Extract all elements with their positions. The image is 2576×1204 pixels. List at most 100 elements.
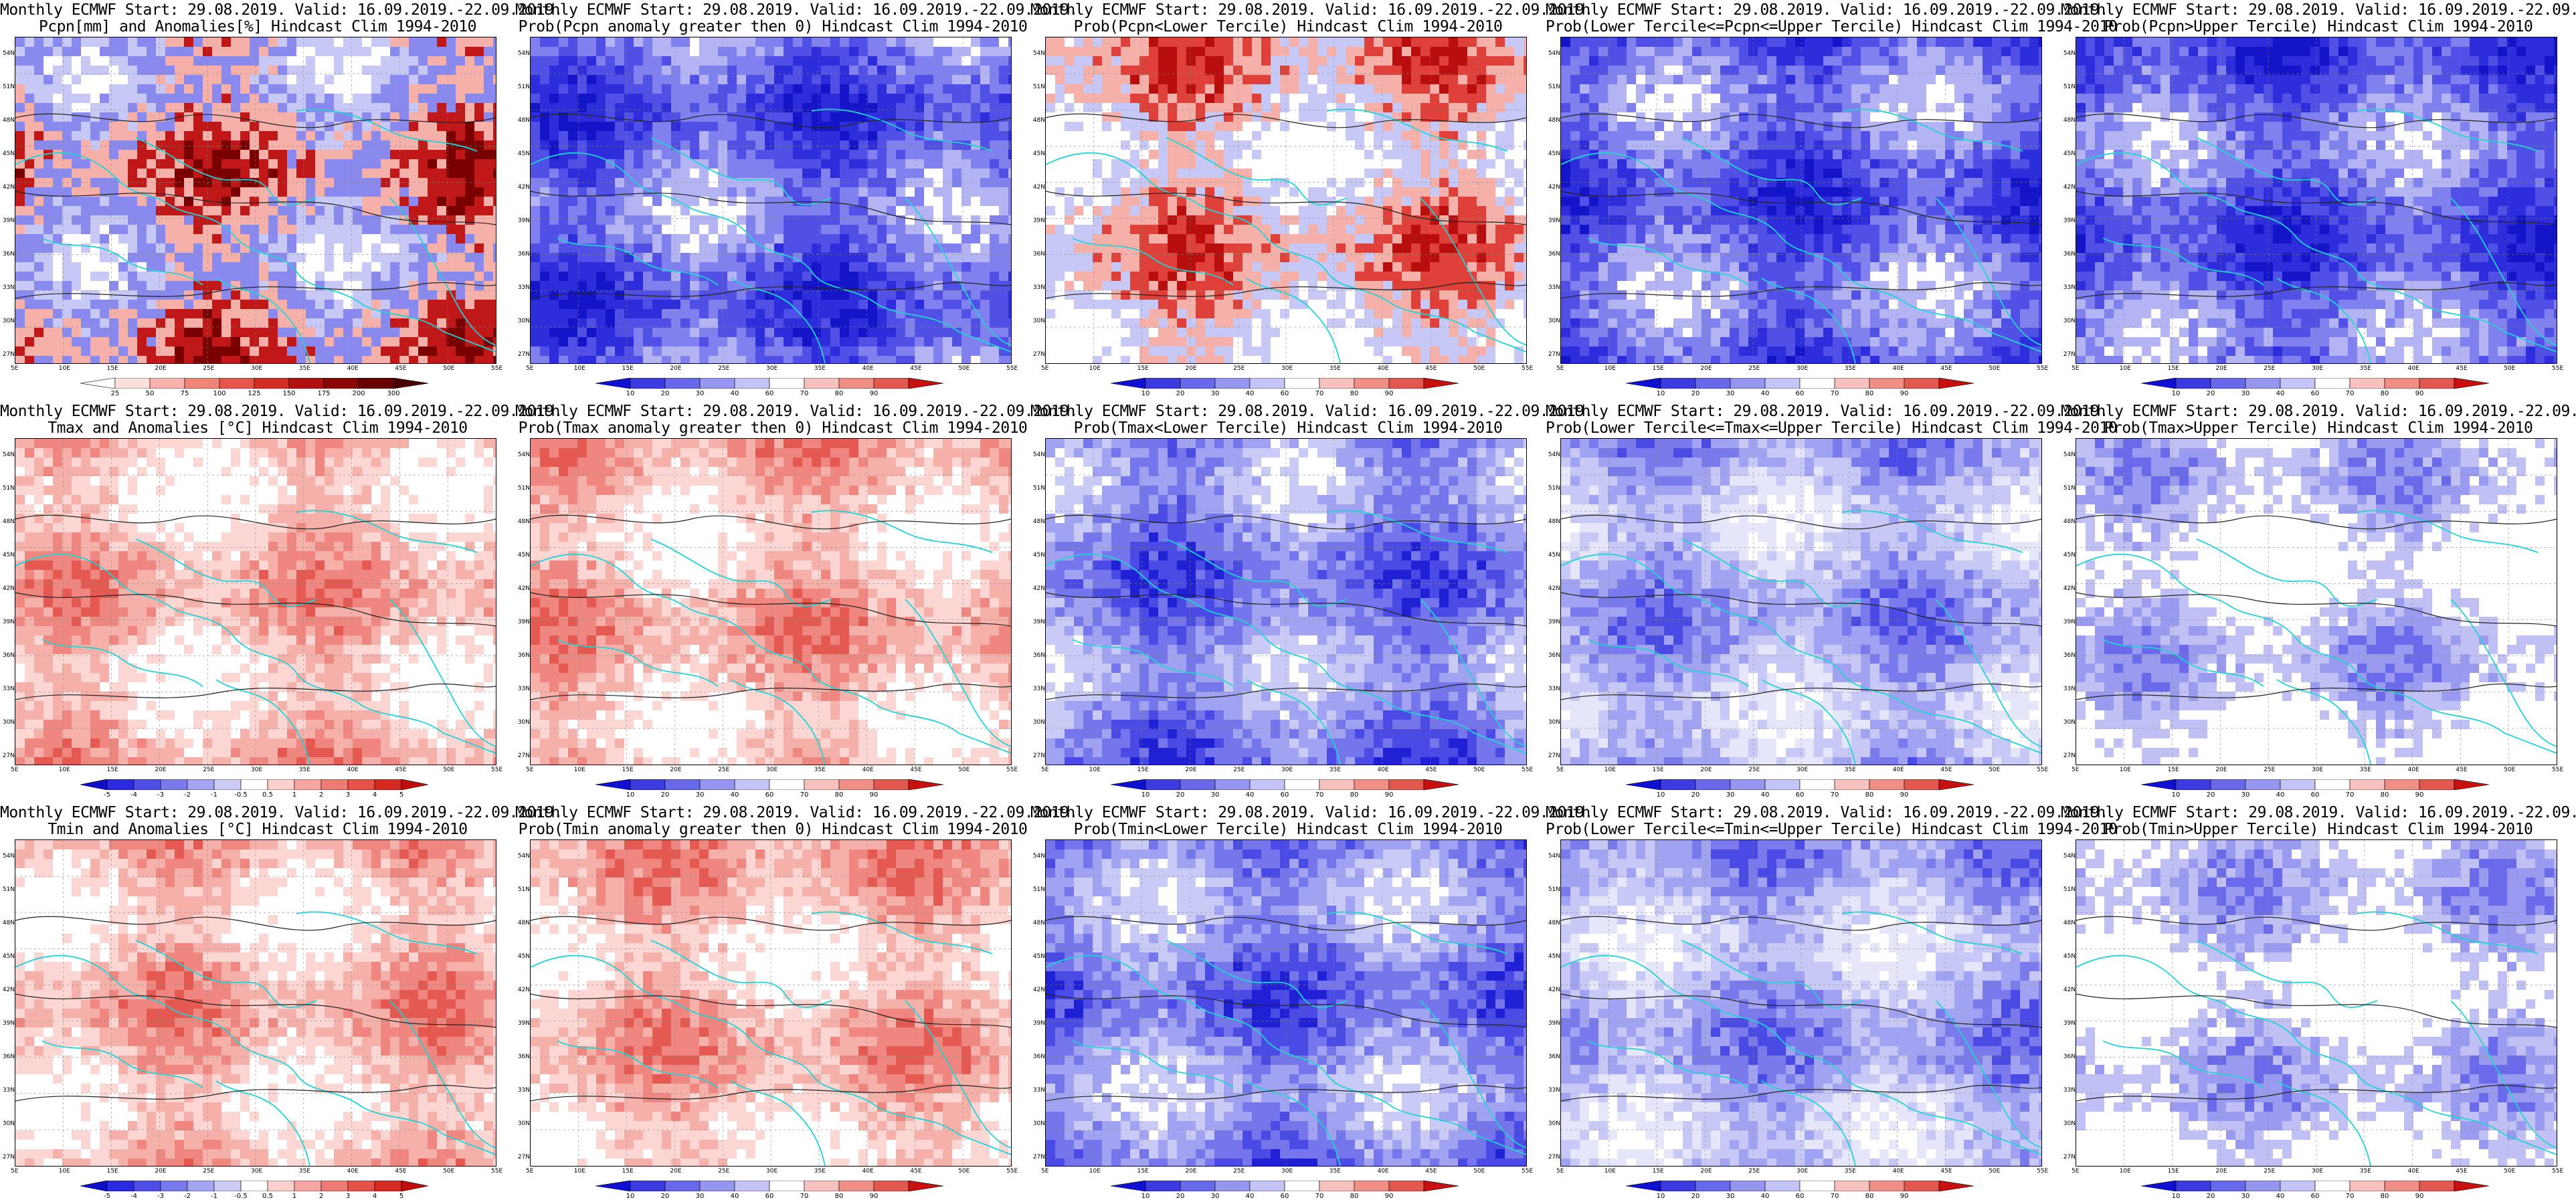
colorbar-tick-label: 2	[319, 791, 323, 799]
colorbar-segment	[2245, 378, 2281, 389]
panel-title-line-1: Monthly ECMWF Start: 29.08.2019. Valid: …	[1546, 1, 2108, 19]
latitude-label: 39N	[0, 1020, 15, 1027]
latitude-label: 36N	[1030, 251, 1045, 258]
latitude-label: 30N	[1546, 719, 1560, 726]
latitude-label: 54N	[515, 853, 530, 860]
colorbar-segment	[2245, 779, 2281, 790]
longitude-label: 30E	[2312, 767, 2323, 773]
longitude-label: 40E	[862, 1168, 874, 1175]
colorbar-tick-label: 80	[1350, 390, 1359, 397]
longitude-label: 55E	[2037, 1168, 2048, 1175]
longitude-label: 30E	[1797, 365, 1808, 372]
colorbar-segment	[1354, 779, 1390, 790]
colorbar-tick-label: -2	[184, 791, 191, 799]
colorbar-segment	[1799, 1181, 1835, 1191]
map-canvas	[2076, 37, 2557, 363]
longitude-label: 50E	[958, 365, 970, 372]
map-canvas	[2076, 439, 2557, 765]
colorbar-segment	[187, 1181, 215, 1191]
latitude-label: 51N	[1030, 84, 1045, 90]
colorbar-segment	[114, 378, 151, 389]
colorbar-tick-label: 90	[1385, 791, 1394, 799]
colorbar-labels: 10 20 30 40 60 70 80 90	[595, 1193, 943, 1201]
latitude-label: 54N	[0, 853, 15, 860]
colorbar-labels: 10 20 30 40 60 70 80 90	[1626, 791, 1974, 799]
map-canvas	[1561, 439, 2041, 765]
colorbar-segment	[184, 378, 220, 389]
panel-title-line-1: Monthly ECMWF Start: 29.08.2019. Valid: …	[2061, 1, 2576, 19]
map-field	[15, 839, 496, 1167]
latitude-label: 30N	[2061, 318, 2076, 324]
longitude-label: 45E	[1425, 1168, 1437, 1175]
latitude-label: 51N	[0, 886, 15, 893]
latitude-label: 54N	[0, 50, 15, 57]
colorbar-segment	[1869, 779, 1905, 790]
colorbar-tick-label: 70	[2346, 791, 2355, 799]
colorbar-tick-label: 70	[1831, 791, 1839, 799]
panel-title-line-2: Prob(Tmin<Lower Tercile) Hindcast Clim 1…	[1030, 821, 1546, 838]
colorbar-segment	[133, 1181, 161, 1191]
colorbar-tick-label: -5	[104, 1193, 110, 1200]
latitude-label: 51N	[2061, 84, 2076, 90]
latitude-label: 51N	[2061, 485, 2076, 492]
forecast-panel: Monthly ECMWF Start: 29.08.2019. Valid: …	[515, 0, 1078, 401]
longitude-label: 45E	[910, 1168, 921, 1175]
colorbar-segment	[699, 779, 735, 790]
colorbar-tick-label: 30	[696, 791, 705, 799]
latitude-label: 30N	[2061, 719, 2076, 726]
latitude-label: 30N	[1030, 719, 1045, 726]
colorbar-segment	[630, 779, 666, 790]
longitude-label: 35E	[299, 767, 310, 773]
colorbar-tick-label: 30	[2241, 791, 2250, 799]
longitude-label: 35E	[2360, 365, 2371, 372]
longitude-label: 20E	[670, 767, 681, 773]
longitude-label: 45E	[1940, 365, 1952, 372]
longitude-label: 40E	[1893, 1168, 1904, 1175]
colorbar-tick-label: 40	[1761, 791, 1770, 799]
colorbar-tick-label: 20	[1176, 390, 1185, 397]
colorbar-segment	[2210, 779, 2246, 790]
forecast-panel: Monthly ECMWF Start: 29.08.2019. Valid: …	[515, 401, 1078, 803]
colorbar-segment	[769, 779, 805, 790]
colorbar	[1111, 1181, 1459, 1191]
longitude-label: 45E	[1940, 1168, 1952, 1175]
longitude-label: 40E	[347, 365, 359, 372]
longitude-label: 15E	[2168, 1168, 2179, 1175]
panel-title-line-1: Monthly ECMWF Start: 29.08.2019. Valid: …	[2061, 403, 2576, 420]
colorbar-tick-label: 60	[1281, 390, 1289, 397]
latitude-label: 45N	[0, 150, 15, 157]
colorbar-tick-label: 90	[2415, 791, 2424, 799]
colorbar-segment	[1214, 378, 1251, 389]
map-canvas	[1046, 840, 1526, 1166]
colorbar-tick-label: 70	[1831, 390, 1839, 397]
colorbar-tick-label: 80	[1350, 791, 1359, 799]
longitude-label: 45E	[395, 365, 406, 372]
latitude-label: 54N	[515, 452, 530, 458]
colorbar-tick-label: 90	[1900, 390, 1909, 397]
longitude-label: 25E	[1748, 767, 1760, 773]
latitude-label: 39N	[2061, 217, 2076, 224]
longitude-label: 45E	[1425, 767, 1437, 773]
longitude-label: 40E	[1378, 1168, 1389, 1175]
latitude-label: 48N	[1030, 920, 1045, 926]
colorbar-segment	[1904, 779, 1940, 790]
colorbar-segment	[2280, 779, 2316, 790]
longitude-label: 15E	[107, 1168, 118, 1175]
colorbar-labels: 10 20 30 40 60 70 80 90	[2141, 791, 2489, 799]
latitude-label: 27N	[0, 351, 15, 358]
colorbar-tick-label: 10	[626, 390, 635, 397]
latitude-label: 30N	[0, 1120, 15, 1127]
colorbar-tick-label: -5	[104, 791, 110, 799]
colorbar-tick-label: 20	[2207, 390, 2215, 397]
latitude-label: 39N	[2061, 1020, 2076, 1027]
longitude-label: 5E	[1556, 365, 1564, 372]
map-field	[15, 438, 496, 765]
colorbar-tick-label: 60	[1281, 1193, 1289, 1200]
longitude-label: 50E	[2504, 365, 2515, 372]
colorbar-segment	[664, 779, 701, 790]
panel-title-line-2: Prob(Pcpn anomaly greater then 0) Hindca…	[515, 18, 1030, 35]
colorbar-segment	[1180, 779, 1216, 790]
longitude-label: 25E	[1233, 1168, 1245, 1175]
colorbar-tick-label: 3	[346, 1193, 350, 1200]
colorbar-segment	[2419, 378, 2455, 389]
